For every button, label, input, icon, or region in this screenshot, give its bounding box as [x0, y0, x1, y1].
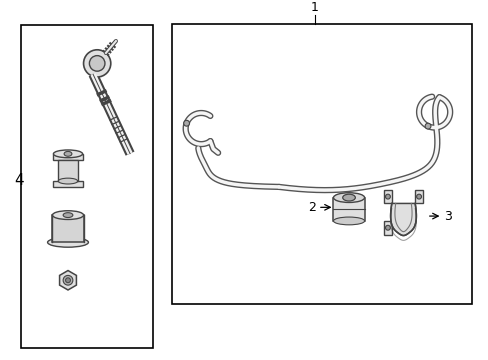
- Ellipse shape: [333, 217, 364, 225]
- Bar: [172, 23, 470, 303]
- Bar: [414, 190, 422, 203]
- Bar: [53, 181, 82, 187]
- Bar: [58, 160, 78, 181]
- Bar: [383, 190, 391, 203]
- Polygon shape: [390, 203, 415, 235]
- Bar: [21, 26, 152, 348]
- Ellipse shape: [342, 194, 355, 201]
- Bar: [333, 198, 364, 221]
- Circle shape: [63, 275, 73, 285]
- Circle shape: [385, 225, 389, 230]
- Ellipse shape: [52, 211, 83, 220]
- Bar: [52, 215, 83, 242]
- Ellipse shape: [333, 193, 364, 202]
- Text: 3: 3: [444, 210, 451, 222]
- Text: 4: 4: [15, 172, 24, 188]
- Circle shape: [83, 50, 111, 77]
- Bar: [383, 221, 391, 235]
- Bar: [53, 154, 82, 160]
- Circle shape: [89, 56, 105, 71]
- Circle shape: [65, 278, 70, 283]
- Ellipse shape: [47, 238, 88, 247]
- Circle shape: [385, 194, 389, 199]
- Ellipse shape: [53, 150, 82, 158]
- Text: 1: 1: [310, 1, 318, 14]
- Ellipse shape: [58, 178, 78, 184]
- Circle shape: [416, 194, 421, 199]
- Circle shape: [424, 123, 430, 129]
- Ellipse shape: [63, 213, 73, 217]
- Ellipse shape: [64, 152, 72, 156]
- Text: 2: 2: [307, 201, 315, 214]
- Circle shape: [183, 120, 189, 126]
- Polygon shape: [60, 270, 76, 290]
